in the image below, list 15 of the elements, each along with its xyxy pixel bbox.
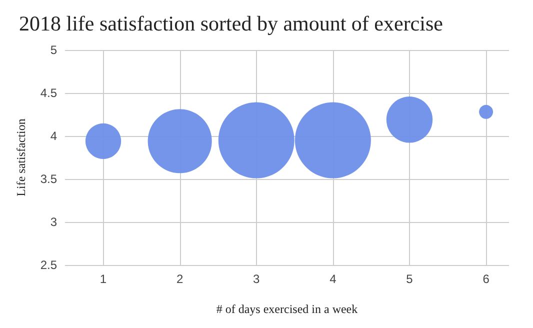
x-tick-label: 6: [482, 272, 490, 286]
y-tick-label: 2.5: [40, 258, 58, 272]
x-axis-title: # of days exercised in a week: [216, 302, 358, 316]
x-tick-label: 5: [406, 272, 414, 286]
chart-title: 2018 life satisfaction sorted by amount of exercise: [19, 12, 443, 36]
x-tick-label: 4: [330, 272, 337, 286]
x-tick-label: 1: [100, 272, 107, 286]
y-tick-label: 5: [50, 43, 58, 57]
y-tick-label: 3.5: [40, 172, 58, 186]
x-tick-label: 2: [176, 272, 184, 286]
y-axis-title: Life satisfaction: [14, 118, 28, 196]
y-tick-label: 4: [50, 129, 58, 143]
x-tick-label: 3: [253, 272, 260, 286]
y-tick-label: 3: [50, 215, 58, 229]
y-tick-label: 4.5: [40, 86, 58, 100]
